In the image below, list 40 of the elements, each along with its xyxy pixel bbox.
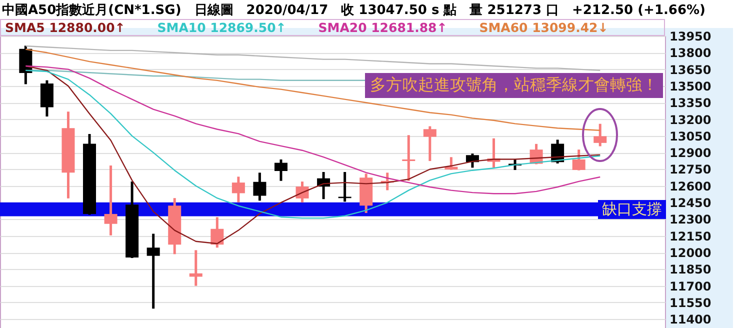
candlestick: [232, 175, 245, 204]
candlestick: [189, 248, 202, 288]
y-tick-label: 13500: [670, 79, 712, 94]
y-tick-label: 12600: [670, 179, 712, 194]
y-tick-label: 12000: [670, 246, 712, 260]
candlestick: [253, 171, 266, 202]
band-label: 缺口支撐: [598, 200, 666, 220]
text: SMA20 12681.88↑: [318, 20, 448, 35]
y-tick-label: 13950: [670, 30, 712, 44]
candlestick: [274, 158, 288, 182]
candlestick: [402, 134, 416, 182]
candlestick: [40, 79, 54, 118]
text: SMA5 12880.00↑: [5, 20, 126, 35]
candlestick: [594, 122, 607, 148]
y-tick-label: 13350: [670, 96, 712, 110]
y-tick-label: 11550: [670, 296, 712, 310]
candlestick: [423, 125, 436, 162]
candlestick: [572, 148, 586, 172]
text: SMA60 13099.42↓: [479, 20, 608, 35]
candlestick: [104, 164, 118, 237]
annotation: 多方吹起進攻號角，站穩季線才會轉強！: [365, 73, 663, 98]
y-tick-label: 11850: [670, 262, 712, 277]
y-tick-label: 13800: [670, 46, 712, 60]
candlestick: [146, 232, 160, 310]
y-tick-label: 12300: [670, 212, 712, 227]
candlestick: [444, 156, 458, 172]
y-tick-label: 12150: [670, 229, 712, 244]
y-tick-label: 13650: [670, 62, 712, 77]
y-tick-label: 12450: [670, 196, 712, 210]
y-tick-label: 12750: [670, 162, 712, 177]
candlestick: [210, 216, 224, 249]
text: SMA10 12869.50↑: [157, 20, 286, 35]
line-series: [25, 45, 601, 72]
y-tick-label: 13050: [670, 129, 712, 144]
chart-title: 中國A50指數近月(CN*1.SG) 日線圖 2020/04/17 收 13047.50 s 點 量 251273 口 +212.50 (+1.66%): [2, 2, 706, 19]
y-tick-label: 11700: [670, 279, 712, 294]
y-tick-label: 12900: [670, 146, 712, 160]
candlestick: [296, 180, 309, 204]
y-tick-label: 13200: [670, 112, 712, 127]
y-tick-label: 11400: [670, 312, 712, 327]
